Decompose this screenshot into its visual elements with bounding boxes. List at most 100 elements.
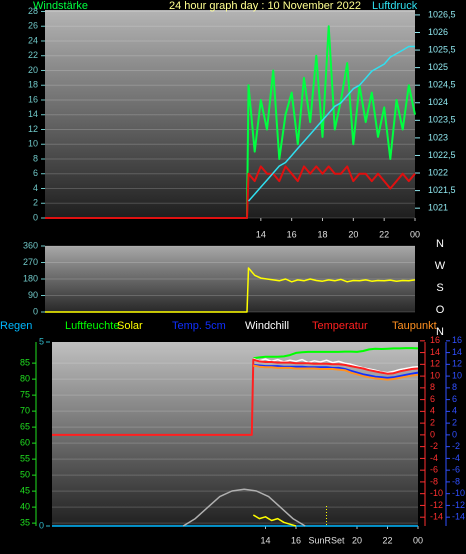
y4-tick-label: -6 <box>452 465 460 475</box>
direction-label: O <box>436 304 445 316</box>
series-line <box>45 267 416 313</box>
y-tick-label: 20 <box>28 65 38 75</box>
y2-tick-label: 85 <box>20 357 30 367</box>
y-tick-label: 0 <box>33 212 38 222</box>
x-tick-label: 00 <box>413 535 423 545</box>
legend-label: Windstärke <box>33 0 88 12</box>
y3-tick-label: -2 <box>430 441 438 451</box>
panel-direction <box>45 246 415 312</box>
y-tick-label: 18 <box>28 80 38 90</box>
y4-tick-label: 6 <box>452 394 457 404</box>
y3-tick-label: 2 <box>430 417 435 427</box>
series-line <box>52 358 419 436</box>
y2-tick-label: 1021 <box>428 203 448 213</box>
y3-tick-label: -8 <box>430 476 438 486</box>
y2-tick-label: 55 <box>20 453 30 463</box>
direction-label: S <box>436 282 443 294</box>
y4-tick-label: -10 <box>452 488 465 498</box>
y3-tick-label: -6 <box>430 465 438 475</box>
x-tick-label: 14 <box>260 535 270 545</box>
y4-tick-label: -2 <box>452 441 460 451</box>
y2-tick-label: 65 <box>20 421 30 431</box>
y2-tick-label: 1023,5 <box>428 115 456 125</box>
x-tick-label: 20 <box>352 535 362 545</box>
y2-tick-label: 35 <box>20 517 30 527</box>
y3-tick-label: 12 <box>430 359 440 369</box>
x-tick-label: 16 <box>287 229 297 239</box>
y-tick-label: 270 <box>23 257 38 267</box>
series-line <box>252 514 297 527</box>
x-tick-label: 22 <box>382 535 392 545</box>
y2-tick-label: 1024,5 <box>428 80 456 90</box>
x-tick-label: 14 <box>256 229 266 239</box>
y4-tick-label: 16 <box>452 335 462 345</box>
y3-tick-label: 4 <box>430 406 435 416</box>
y3-tick-label: -4 <box>430 453 438 463</box>
y-tick-label: 90 <box>28 290 38 300</box>
y2-tick-label: 45 <box>20 485 30 495</box>
y-tick-label: 0 <box>39 520 44 530</box>
y4-tick-label: -14 <box>452 512 465 522</box>
y2-tick-label: 1021,5 <box>428 185 456 195</box>
direction-label: N <box>436 326 444 338</box>
legend-label: Solar <box>117 320 143 332</box>
y3-tick-label: -10 <box>430 488 443 498</box>
direction-label: N <box>436 238 444 250</box>
legend-label: Luftdruck <box>372 0 418 12</box>
y-tick-label: 360 <box>23 240 38 250</box>
direction-label: W <box>435 260 446 272</box>
y-tick-label: 0 <box>33 306 38 316</box>
y3-tick-label: 14 <box>430 347 440 357</box>
legend-label: Windchill <box>245 320 289 332</box>
y2-tick-label: 50 <box>20 469 30 479</box>
y3-tick-label: -14 <box>430 512 443 522</box>
y4-tick-label: 14 <box>452 347 462 357</box>
y2-tick-label: 1025 <box>428 62 448 72</box>
x-tick-label: 22 <box>379 229 389 239</box>
y2-tick-label: 80 <box>20 373 30 383</box>
legend-label: Luftfeuchte <box>65 320 119 332</box>
y4-tick-label: 10 <box>452 370 462 380</box>
y3-tick-label: 8 <box>430 382 435 392</box>
y-tick-label: 24 <box>28 35 38 45</box>
y-tick-label: 8 <box>33 153 38 163</box>
x-tick-label: SunRSet <box>308 535 345 545</box>
series-line <box>253 363 419 379</box>
y-tick-label: 6 <box>33 168 38 178</box>
y2-tick-label: 60 <box>20 437 30 447</box>
legend-label: Temperatur <box>312 320 368 332</box>
legend-label: Temp. 5cm <box>172 320 226 332</box>
x-tick-label: 20 <box>348 229 358 239</box>
legend-label: Taupunkt <box>392 320 437 332</box>
legend-label: Regen <box>0 320 32 332</box>
y-tick-label: 180 <box>23 273 38 283</box>
y-tick-label: 5 <box>39 336 44 346</box>
series-line <box>253 347 419 360</box>
y-tick-label: 14 <box>28 109 38 119</box>
y-tick-label: 22 <box>28 50 38 60</box>
series-line <box>45 25 416 219</box>
y4-tick-label: 8 <box>452 382 457 392</box>
series-line <box>182 488 306 527</box>
y4-tick-label: 0 <box>452 429 457 439</box>
y2-tick-label: 70 <box>20 405 30 415</box>
y2-tick-label: 1024 <box>428 97 448 107</box>
x-tick-label: 18 <box>317 229 327 239</box>
y3-tick-label: 0 <box>430 429 435 439</box>
y2-tick-label: 1026 <box>428 27 448 37</box>
x-tick-label: 16 <box>291 535 301 545</box>
y-tick-label: 26 <box>28 21 38 31</box>
y-tick-label: 16 <box>28 94 38 104</box>
y-tick-label: 12 <box>28 124 38 134</box>
y-tick-label: 28 <box>28 6 38 16</box>
series-line <box>253 357 419 374</box>
series-line <box>247 45 415 202</box>
y2-tick-label: 40 <box>20 501 30 511</box>
y4-tick-label: -12 <box>452 500 465 510</box>
y2-tick-label: 1022,5 <box>428 150 456 160</box>
chart-title: 24 hour graph day : 10 November 2022 <box>169 0 361 12</box>
y2-tick-label: 1023 <box>428 132 448 142</box>
y-tick-label: 10 <box>28 139 38 149</box>
series-line <box>253 364 419 381</box>
